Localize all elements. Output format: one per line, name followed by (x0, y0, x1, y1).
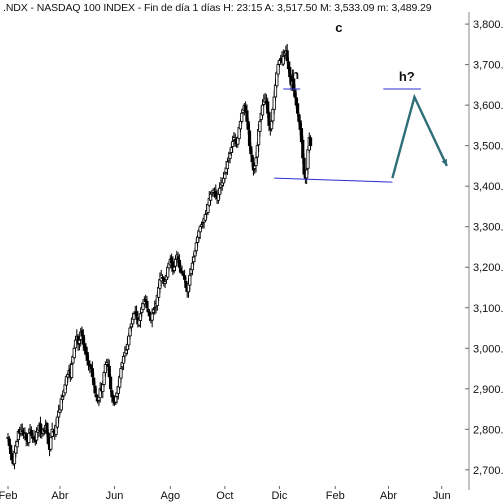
x-tick-label: Feb (0, 490, 17, 502)
y-tick-label: 3,100.00 (473, 303, 503, 315)
y-tick-label: 3,800.00 (473, 19, 503, 31)
y-tick-label: 3,700.00 (473, 60, 503, 72)
candle-body (198, 226, 202, 233)
header-h-label: H: (223, 2, 234, 14)
candle-body (258, 120, 262, 132)
candle-body (119, 368, 123, 379)
candle-body (190, 262, 194, 271)
header-period: Fin de día 1 días (143, 2, 221, 14)
x-tick-label: Dic (271, 490, 287, 502)
candle-body (194, 242, 198, 252)
y-tick-label: 2,700.00 (473, 465, 503, 477)
y-tick-label: 3,500.00 (473, 141, 503, 153)
candle-body (247, 130, 252, 147)
candle-body (188, 274, 192, 286)
header-low-label: m: (377, 2, 389, 14)
candle-body (208, 193, 213, 201)
header-m-label: M: (319, 2, 332, 14)
header-name: NASDAQ 100 INDEX (36, 2, 135, 14)
candle-body (72, 347, 76, 359)
candle-body (295, 103, 300, 114)
candle-body (49, 437, 53, 450)
header-symbol: .NDX (3, 2, 28, 14)
pattern-label: h? (399, 69, 415, 84)
header-low-value: 3,489.29 (391, 2, 432, 14)
candle-body (70, 364, 74, 378)
y-tick-label: 3,200.00 (473, 262, 503, 274)
neckline (274, 177, 393, 183)
candle-body (223, 173, 227, 179)
y-tick-label: 2,800.00 (473, 424, 503, 436)
x-tick-label: Oct (216, 490, 233, 502)
pattern-label: h (291, 67, 299, 82)
candle-body (270, 120, 274, 130)
x-tick-label: Jun (433, 490, 451, 502)
candle-body (145, 300, 149, 309)
candle-body (228, 153, 232, 159)
header-h-value: 23:15 (236, 2, 263, 14)
candle-body (308, 137, 313, 147)
candle-body (285, 50, 289, 61)
x-tick-label: Jun (106, 490, 124, 502)
projection-arrowhead (441, 158, 447, 166)
candle-body (128, 327, 132, 337)
projection-arrow (391, 93, 448, 179)
candle-body (281, 56, 285, 65)
x-tick-label: Ago (161, 490, 181, 502)
candle-body (29, 430, 33, 436)
y-tick-label: 3,400.00 (473, 181, 503, 193)
x-tick-label: Abr (380, 490, 397, 502)
candle-body (27, 432, 31, 443)
candle-body (260, 104, 265, 116)
header-a-label: A: (264, 2, 275, 14)
candle-body (147, 311, 152, 317)
candle-body (150, 313, 154, 321)
candle-body (225, 161, 230, 170)
header-m-value: 3,533.09 (334, 2, 375, 14)
candle-body (15, 441, 19, 448)
y-tick-label: 2,900.00 (473, 384, 503, 396)
x-tick-label: Abr (51, 490, 68, 502)
y-tick-label: 3,300.00 (473, 222, 503, 234)
candle-body (108, 376, 113, 390)
y-tick-label: 3,000.00 (473, 343, 503, 355)
y-tick-label: 3,600.00 (473, 100, 503, 112)
pattern-label: c (335, 20, 342, 35)
header-a-value: 3,517.50 (277, 2, 318, 14)
chart-header: .NDX - NASDAQ 100 INDEX - Fin de día 1 d… (3, 2, 432, 14)
candle-body (240, 112, 244, 122)
candle-body (267, 112, 271, 126)
x-tick-label: Feb (326, 490, 345, 502)
